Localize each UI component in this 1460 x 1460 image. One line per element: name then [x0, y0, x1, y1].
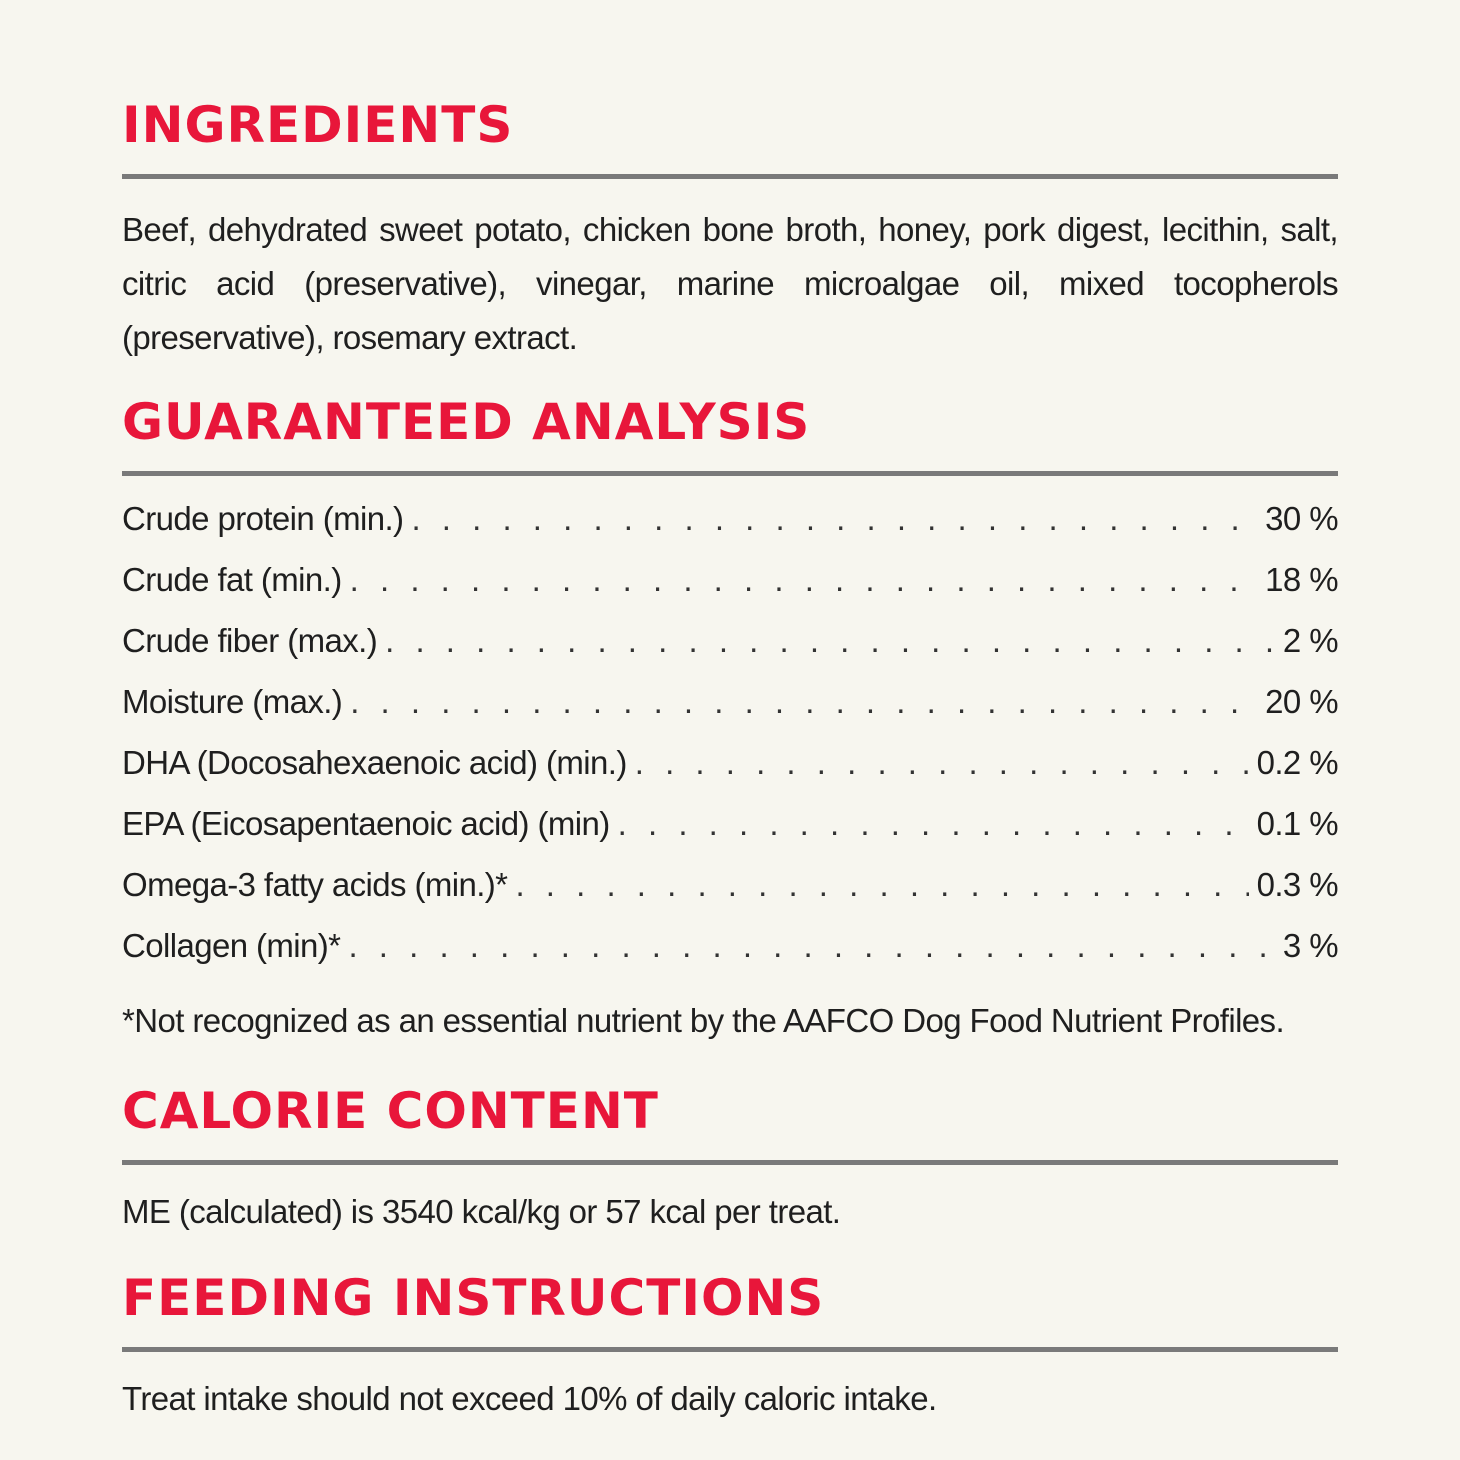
- analysis-label: DHA (Docosahexaenoic acid) (min.): [122, 744, 627, 781]
- guaranteed-analysis-divider: [122, 471, 1338, 476]
- calorie-content-text: ME (calculated) is 3540 kcal/kg or 57 kc…: [122, 1193, 841, 1230]
- ingredients-text: Beef, dehydrated sweet potato, chicken b…: [122, 211, 1339, 356]
- analysis-value: 0.1 %: [1256, 805, 1339, 842]
- analysis-label: Omega-3 fatty acids (min.)*: [122, 866, 508, 903]
- feeding-instructions-section: FEEDING INSTRUCTIONS Treat intake should…: [122, 1269, 1338, 1426]
- analysis-footnote: *Not recognized as an essential nutrient…: [122, 1002, 1285, 1039]
- analysis-value: 0.2 %: [1256, 744, 1339, 781]
- dot-leader: [350, 561, 1258, 599]
- calorie-content-divider: [122, 1160, 1338, 1165]
- dot-leader: [350, 683, 1257, 721]
- analysis-row-crude-protein: Crude protein (min.) 30 %: [122, 500, 1339, 561]
- analysis-label: Crude protein (min.): [122, 500, 404, 537]
- guaranteed-analysis-heading: GUARANTEED ANALYSIS: [122, 393, 811, 451]
- analysis-value: 3 %: [1282, 927, 1339, 964]
- dot-leader: [348, 927, 1274, 965]
- feeding-instructions-text: Treat intake should not exceed 10% of da…: [122, 1380, 937, 1417]
- analysis-row-collagen: Collagen (min)* 3 %: [122, 927, 1339, 988]
- analysis-row-crude-fiber: Crude fiber (max.) 2 %: [122, 622, 1339, 683]
- ingredients-heading: INGREDIENTS: [122, 96, 514, 154]
- analysis-label: Collagen (min)*: [122, 927, 341, 964]
- analysis-row-dha: DHA (Docosahexaenoic acid) (min.) 0.2 %: [122, 744, 1339, 805]
- feeding-instructions-heading: FEEDING INSTRUCTIONS: [122, 1269, 825, 1327]
- analysis-row-omega-3: Omega-3 fatty acids (min.)* 0.3 %: [122, 866, 1339, 927]
- analysis-list: Crude protein (min.) 30 % Crude fat (min…: [122, 500, 1339, 988]
- analysis-row-crude-fat: Crude fat (min.) 18 %: [122, 561, 1339, 622]
- dot-leader: [515, 866, 1248, 904]
- analysis-row-moisture: Moisture (max.) 20 %: [122, 683, 1339, 744]
- ingredients-section: INGREDIENTS Beef, dehydrated sweet potat…: [122, 96, 1339, 365]
- calorie-content-heading: CALORIE CONTENT: [122, 1082, 659, 1140]
- analysis-label: Crude fiber (max.): [122, 622, 378, 659]
- analysis-label: EPA (Eicosapentaenoic acid) (min): [122, 805, 610, 842]
- analysis-value: 20 %: [1265, 683, 1338, 720]
- analysis-value: 30 %: [1265, 500, 1338, 537]
- guaranteed-analysis-section: GUARANTEED ANALYSIS Crude protein (min.)…: [122, 393, 1339, 1048]
- analysis-value: 18 %: [1265, 561, 1338, 598]
- dot-leader: [385, 622, 1275, 660]
- analysis-label: Crude fat (min.): [122, 561, 342, 598]
- dot-leader: [411, 500, 1257, 538]
- calorie-content-section: CALORIE CONTENT ME (calculated) is 3540 …: [122, 1082, 1338, 1239]
- ingredients-divider: [122, 174, 1338, 179]
- analysis-value: 0.3 %: [1256, 866, 1339, 903]
- analysis-value: 2 %: [1282, 622, 1339, 659]
- dot-leader: [635, 744, 1249, 782]
- analysis-row-epa: EPA (Eicosapentaenoic acid) (min) 0.1 %: [122, 805, 1339, 866]
- feeding-instructions-divider: [122, 1347, 1338, 1352]
- dot-leader: [618, 805, 1249, 843]
- analysis-label: Moisture (max.): [122, 683, 343, 720]
